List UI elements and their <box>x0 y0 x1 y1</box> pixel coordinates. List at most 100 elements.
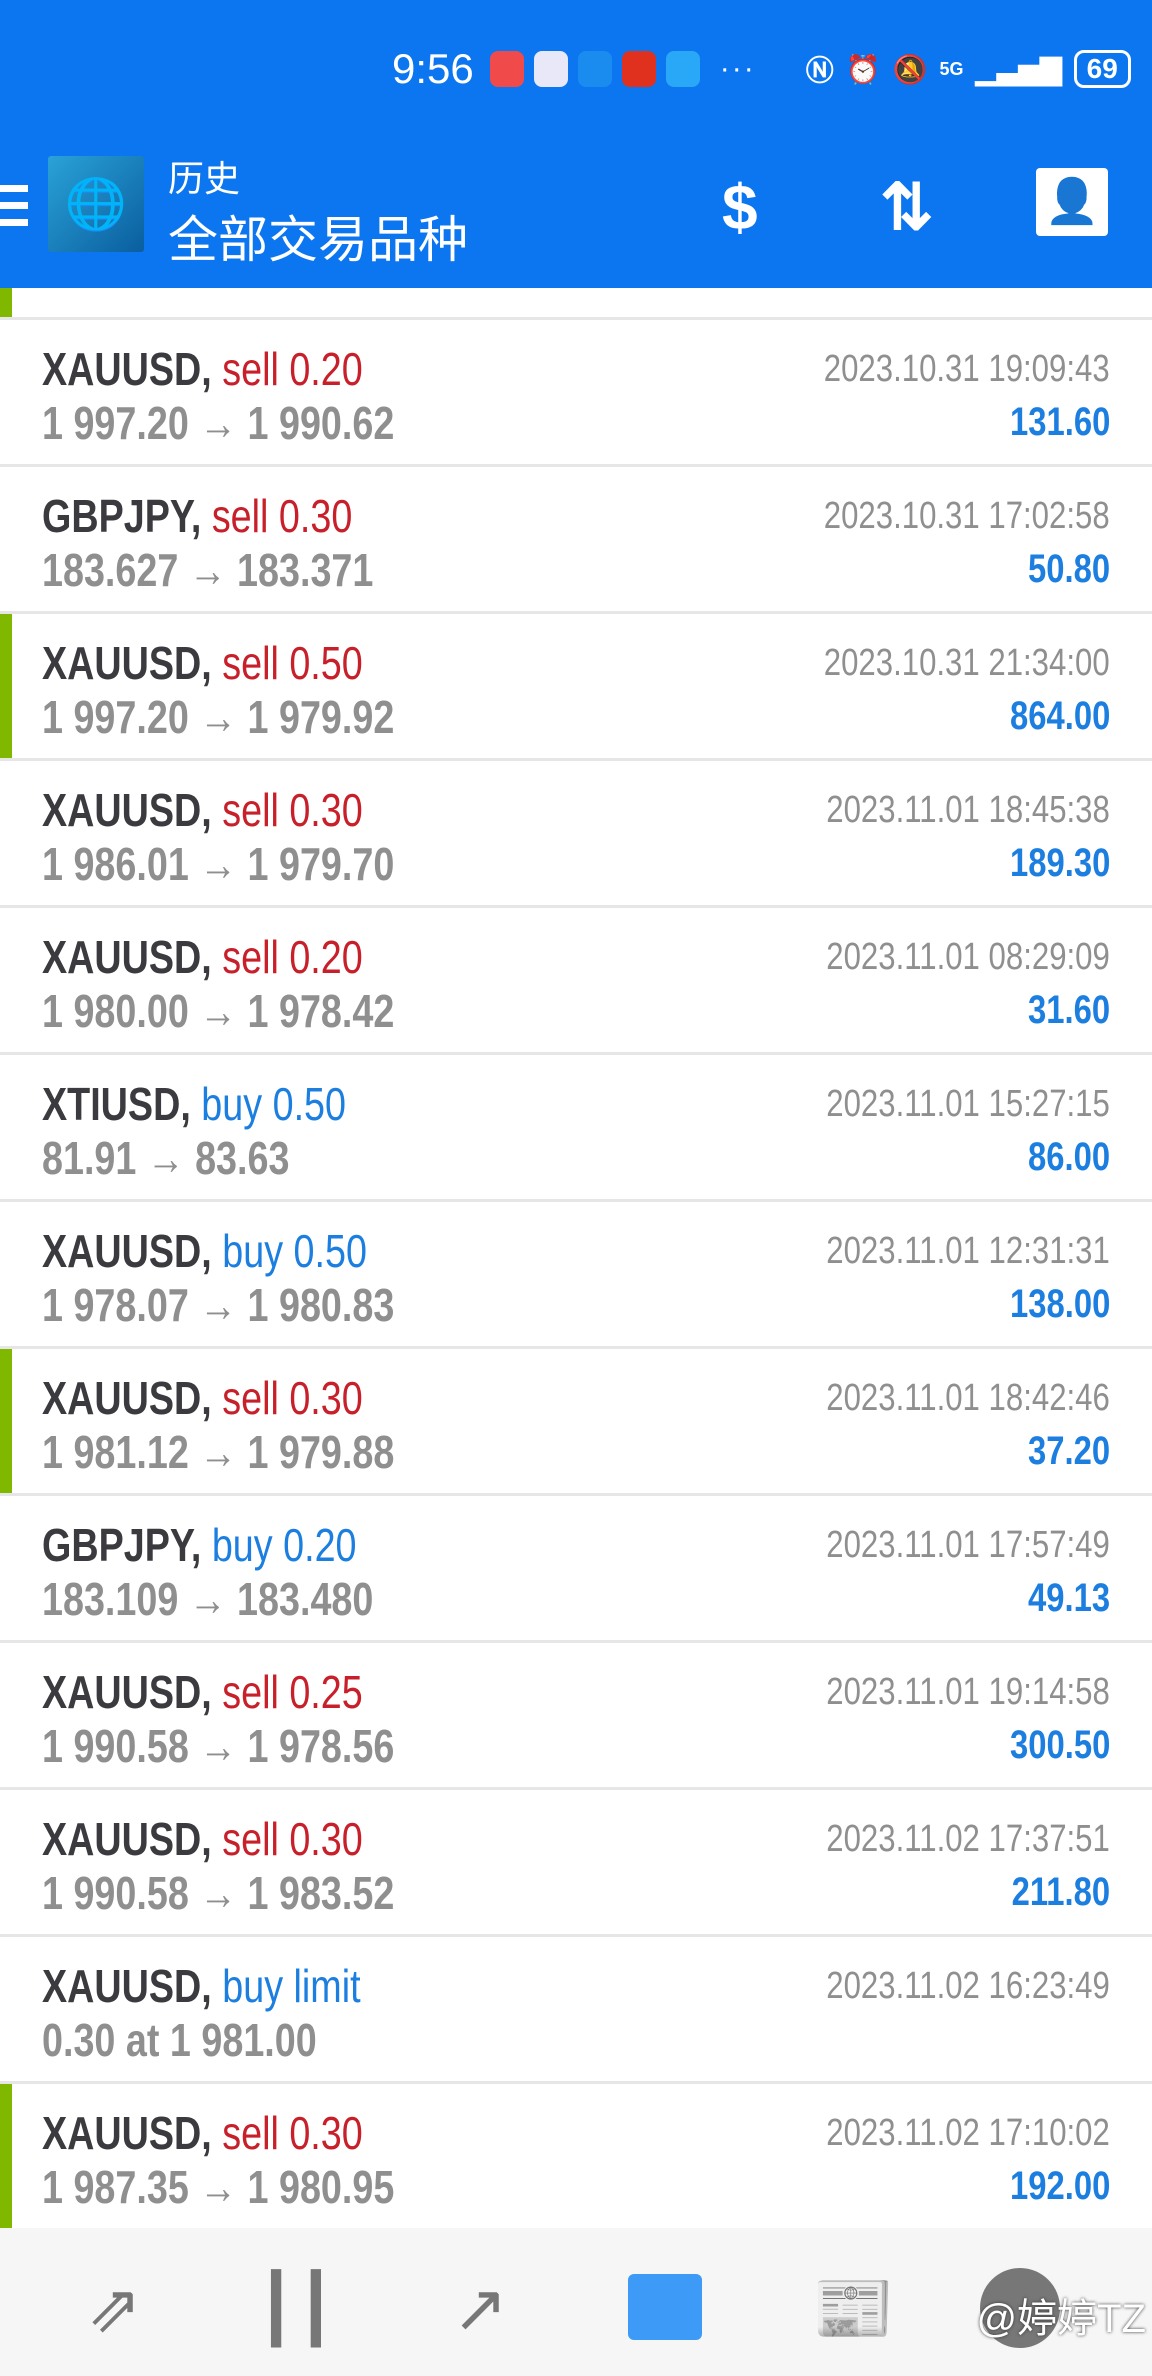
timestamp: 2023.10.31 17:02:58 <box>824 495 1110 537</box>
sort-icon[interactable]: ⇅ <box>880 171 934 243</box>
symbol: XAUUSD, <box>42 343 212 395</box>
order-type: sell <box>222 931 279 983</box>
timestamp: 2023.11.01 08:29:09 <box>826 936 1110 978</box>
order-type: sell <box>222 2107 279 2159</box>
symbol: XAUUSD, <box>42 637 212 689</box>
symbol: XAUUSD, <box>42 1372 212 1424</box>
table-row[interactable]: XTIUSD, buy 0.50 81.91 → 83.63 2023.11.0… <box>0 1055 1152 1202</box>
table-row[interactable]: XAUUSD, sell 0.30 1 990.58 → 1 983.52 20… <box>0 1790 1152 1937</box>
table-row[interactable]: XAUUSD, sell 0.20 1 997.20 → 1 990.62 20… <box>0 320 1152 467</box>
table-row[interactable]: XAUUSD, sell 0.50 1 997.20 → 1 979.92 20… <box>0 614 1152 761</box>
timestamp: 2023.11.02 16:23:49 <box>826 1965 1110 2007</box>
table-row[interactable]: XAUUSD, sell 0.30 1 987.35 → 1 980.95 20… <box>0 2084 1152 2231</box>
timestamp: 2023.10.31 19:09:43 <box>824 348 1110 390</box>
order-type: buy <box>222 1225 284 1277</box>
table-row[interactable]: XAUUSD, sell 0.30 1 986.01 → 1 979.70 20… <box>0 761 1152 908</box>
profit: 192.00 <box>1009 2164 1110 2208</box>
symbol: XAUUSD, <box>42 2107 212 2159</box>
volume: 0.30 <box>289 1813 363 1865</box>
prices: 1 997.20 → 1 990.62 <box>42 397 395 449</box>
table-row[interactable]: XAUUSD, sell 0.30 1 981.12 → 1 979.88 20… <box>0 1349 1152 1496</box>
volume: 0.30 <box>289 1372 363 1424</box>
profit: 864.00 <box>1009 694 1110 738</box>
nfc-icon: Ⓝ <box>805 55 834 86</box>
partial-row[interactable] <box>0 288 1152 320</box>
profit: 138.00 <box>1009 1282 1110 1326</box>
signal-icon: ▁▃▅▇ <box>975 53 1062 85</box>
symbol: XAUUSD, <box>42 931 212 983</box>
timestamp: 2023.11.01 18:45:38 <box>826 789 1110 831</box>
symbol: XAUUSD, <box>42 1960 212 2012</box>
order-type: sell <box>211 490 269 542</box>
nav-history-icon[interactable] <box>628 2274 702 2340</box>
watermark: @婷婷TZ <box>976 2297 1146 2341</box>
volume: 0.30 <box>289 784 363 836</box>
nav-news-icon[interactable]: 📰 <box>812 2271 895 2345</box>
currency-exchange-icon[interactable]: $ <box>722 171 758 243</box>
symbol: XAUUSD, <box>42 1813 212 1865</box>
nav-trade-icon[interactable]: ↗ <box>452 2271 508 2345</box>
timestamp: 2023.11.01 15:27:15 <box>826 1083 1110 1125</box>
volume: 0.50 <box>293 1225 367 1277</box>
message-icon <box>665 51 700 87</box>
symbol-filter[interactable]: 全部交易品种 <box>168 212 468 268</box>
volume: 0.50 <box>289 637 363 689</box>
prices: 1 978.07 → 1 980.83 <box>42 1279 395 1331</box>
timestamp: 2023.11.01 17:57:49 <box>826 1524 1110 1566</box>
volume: 0.25 <box>289 1666 363 1718</box>
mute-icon: 🔕 <box>892 53 928 85</box>
symbol: XTIUSD, <box>42 1078 191 1130</box>
table-row[interactable]: XAUUSD, sell 0.20 1 980.00 → 1 978.42 20… <box>0 908 1152 1055</box>
timestamp: 2023.10.31 21:34:00 <box>824 642 1110 684</box>
symbol: XAUUSD, <box>42 1666 212 1718</box>
nav-quotes-icon[interactable]: ⇗ <box>86 2271 142 2345</box>
volume: 0.20 <box>289 343 363 395</box>
order-type: buy <box>211 1519 273 1571</box>
volume: 0.20 <box>289 931 363 983</box>
bottom-nav: ⇗ ┃┃ ↗ 📰 <box>0 2228 1152 2376</box>
more-notifications-icon: ··· <box>719 52 756 85</box>
table-row[interactable]: XAUUSD, buy 0.50 1 978.07 → 1 980.83 202… <box>0 1202 1152 1349</box>
timestamp: 2023.11.01 19:14:58 <box>826 1671 1110 1713</box>
profit: 31.60 <box>1027 988 1110 1032</box>
nav-chart-icon[interactable]: ┃┃ <box>256 2271 336 2345</box>
symbol: GBPJPY, <box>42 490 202 542</box>
prices: 1 987.35 → 1 980.95 <box>42 2161 395 2213</box>
prices: 1 980.00 → 1 978.42 <box>42 985 395 1037</box>
calendar-contact-icon[interactable]: 👤 <box>1036 168 1108 236</box>
volume: 0.20 <box>283 1519 357 1571</box>
volume: 0.30 <box>289 2107 363 2159</box>
table-row[interactable]: XAUUSD, buy limit 0.30 at 1 981.00 2023.… <box>0 1937 1152 2084</box>
symbol: XAUUSD, <box>42 784 212 836</box>
nav-chat-icon[interactable] <box>980 2268 1060 2348</box>
alarm-icon: ⏰ <box>845 53 881 85</box>
prices: 1 997.20 → 1 979.92 <box>42 691 395 743</box>
profit: 86.00 <box>1027 1135 1110 1179</box>
page-title: 历史 <box>168 158 241 199</box>
order-type: sell <box>222 1372 279 1424</box>
profit: 211.80 <box>1011 1870 1110 1914</box>
table-row[interactable]: GBPJPY, sell 0.30 183.627 → 183.371 2023… <box>0 467 1152 614</box>
profit: 131.60 <box>1009 400 1110 444</box>
mt4-logo: 🌐 <box>48 156 144 252</box>
prices: 1 990.58 → 1 983.52 <box>42 1867 395 1919</box>
huawei-store-icon <box>489 51 524 87</box>
profit: 189.30 <box>1009 841 1110 885</box>
battery-icon: 69 <box>1073 50 1131 88</box>
profit: 300.50 <box>1009 1723 1110 1767</box>
menu-icon[interactable] <box>0 185 28 236</box>
symbol: XAUUSD, <box>42 1225 212 1277</box>
table-row[interactable]: GBPJPY, buy 0.20 183.109 → 183.480 2023.… <box>0 1496 1152 1643</box>
status-bar: 9:56 ··· Ⓝ ⏰ 🔕 5G ▁▃▅▇ 69 <box>392 44 1131 94</box>
network-label: 5G <box>939 58 964 79</box>
table-row[interactable]: XAUUSD, sell 0.25 1 990.58 → 1 978.56 20… <box>0 1643 1152 1790</box>
profit: 37.20 <box>1027 1429 1110 1473</box>
timestamp: 2023.11.01 12:31:31 <box>826 1230 1110 1272</box>
profit: 49.13 <box>1027 1576 1110 1620</box>
order-type: sell <box>222 343 279 395</box>
prices: 183.109 → 183.480 <box>42 1573 374 1625</box>
order-type: buy <box>201 1078 263 1130</box>
app-header: 9:56 ··· Ⓝ ⏰ 🔕 5G ▁▃▅▇ 69 🌐 历史 全部交易品种 $ … <box>0 0 1152 288</box>
camera-app-icon <box>533 51 568 87</box>
volume: 0.50 <box>272 1078 347 1130</box>
